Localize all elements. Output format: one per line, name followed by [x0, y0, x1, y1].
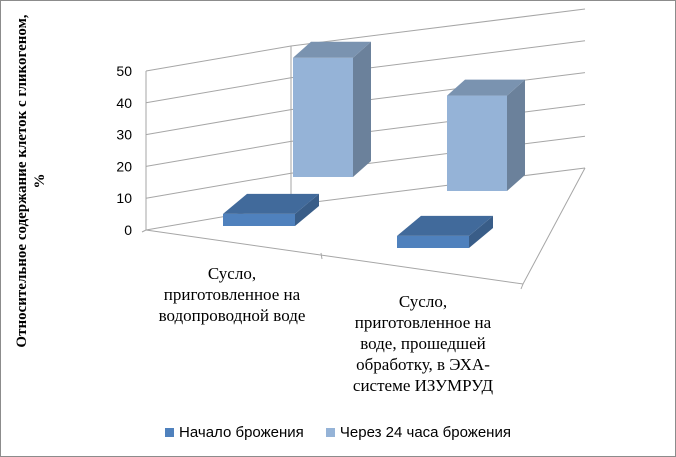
bar-start-0-front — [223, 213, 295, 226]
floor-tick — [141, 229, 147, 233]
bar-24h-1-side — [507, 79, 525, 191]
bar-start-1-side — [469, 215, 493, 248]
category-label-line: системе ИЗУМРУД — [352, 376, 494, 395]
side-gridline — [145, 77, 292, 104]
legend-item-start: Начало брожения — [165, 424, 304, 441]
category-label-line: приготовленное на — [354, 313, 492, 332]
category-label-line: водопроводной воде — [158, 306, 306, 325]
bar-24h-1-front — [447, 95, 507, 191]
y-tick-label: 0 — [124, 222, 132, 238]
bar-24h-0-side — [353, 41, 371, 177]
bar-24h-0-front — [293, 57, 353, 177]
bar-24h-0 — [293, 41, 371, 177]
bar-start-1-top — [397, 215, 493, 236]
category-label-line: обработку, в ЭХА- — [356, 355, 490, 374]
bar-start-0-top — [223, 193, 319, 214]
bar-start-1 — [397, 215, 493, 248]
y-axis-title-wrap: Относительное содержание клеток с гликог… — [1, 1, 61, 361]
category-label-line: приготовленное на — [163, 285, 301, 304]
legend-label-start: Начало брожения — [179, 424, 304, 441]
legend-swatch-start — [165, 428, 175, 437]
bar-start-1-front — [397, 235, 469, 248]
side-gridline — [145, 109, 292, 136]
side-gridline — [145, 45, 292, 72]
bars-group — [223, 41, 525, 248]
y-tick-label: 10 — [116, 190, 132, 206]
category-label-tap-water: Сусло, приготовленное на водопроводной вод… — [146, 263, 318, 326]
y-axis-title: Относительное содержание клеток с гликог… — [14, 14, 48, 348]
floor-tick — [520, 283, 524, 290]
y-tick-label: 40 — [116, 95, 132, 111]
side-gridline — [145, 172, 292, 199]
category-label-line: Сусло, — [398, 292, 448, 311]
legend: Начало брожения Через 24 часа брожения — [1, 424, 675, 441]
y-tick-label: 30 — [116, 127, 132, 143]
y-tick-label: 50 — [116, 63, 132, 79]
floor-tick — [320, 252, 323, 260]
bar-24h-1 — [447, 79, 525, 191]
legend-swatch-24h — [325, 428, 335, 437]
y-tick-label: 20 — [116, 158, 132, 174]
category-label-line: воде, прошедшей — [360, 334, 486, 353]
legend-label-24h: Через 24 часа брожения — [339, 424, 511, 441]
back-gridline — [290, 167, 586, 206]
category-label-line: Сусло, — [207, 264, 257, 283]
side-gridline — [145, 140, 292, 167]
y-axis-ticks: 0 10 20 30 40 50 — [116, 63, 132, 238]
bar-24h-1-top — [447, 79, 525, 96]
legend-item-24h: Через 24 часа брожения — [325, 424, 511, 441]
back-gridline — [290, 8, 586, 47]
bar-24h-0-top — [293, 41, 371, 58]
bar-start-0-side — [295, 193, 319, 226]
bar-start-0 — [223, 193, 319, 226]
category-label-treated-water: Сусло, приготовленное на воде, прошедшей об… — [333, 291, 513, 396]
